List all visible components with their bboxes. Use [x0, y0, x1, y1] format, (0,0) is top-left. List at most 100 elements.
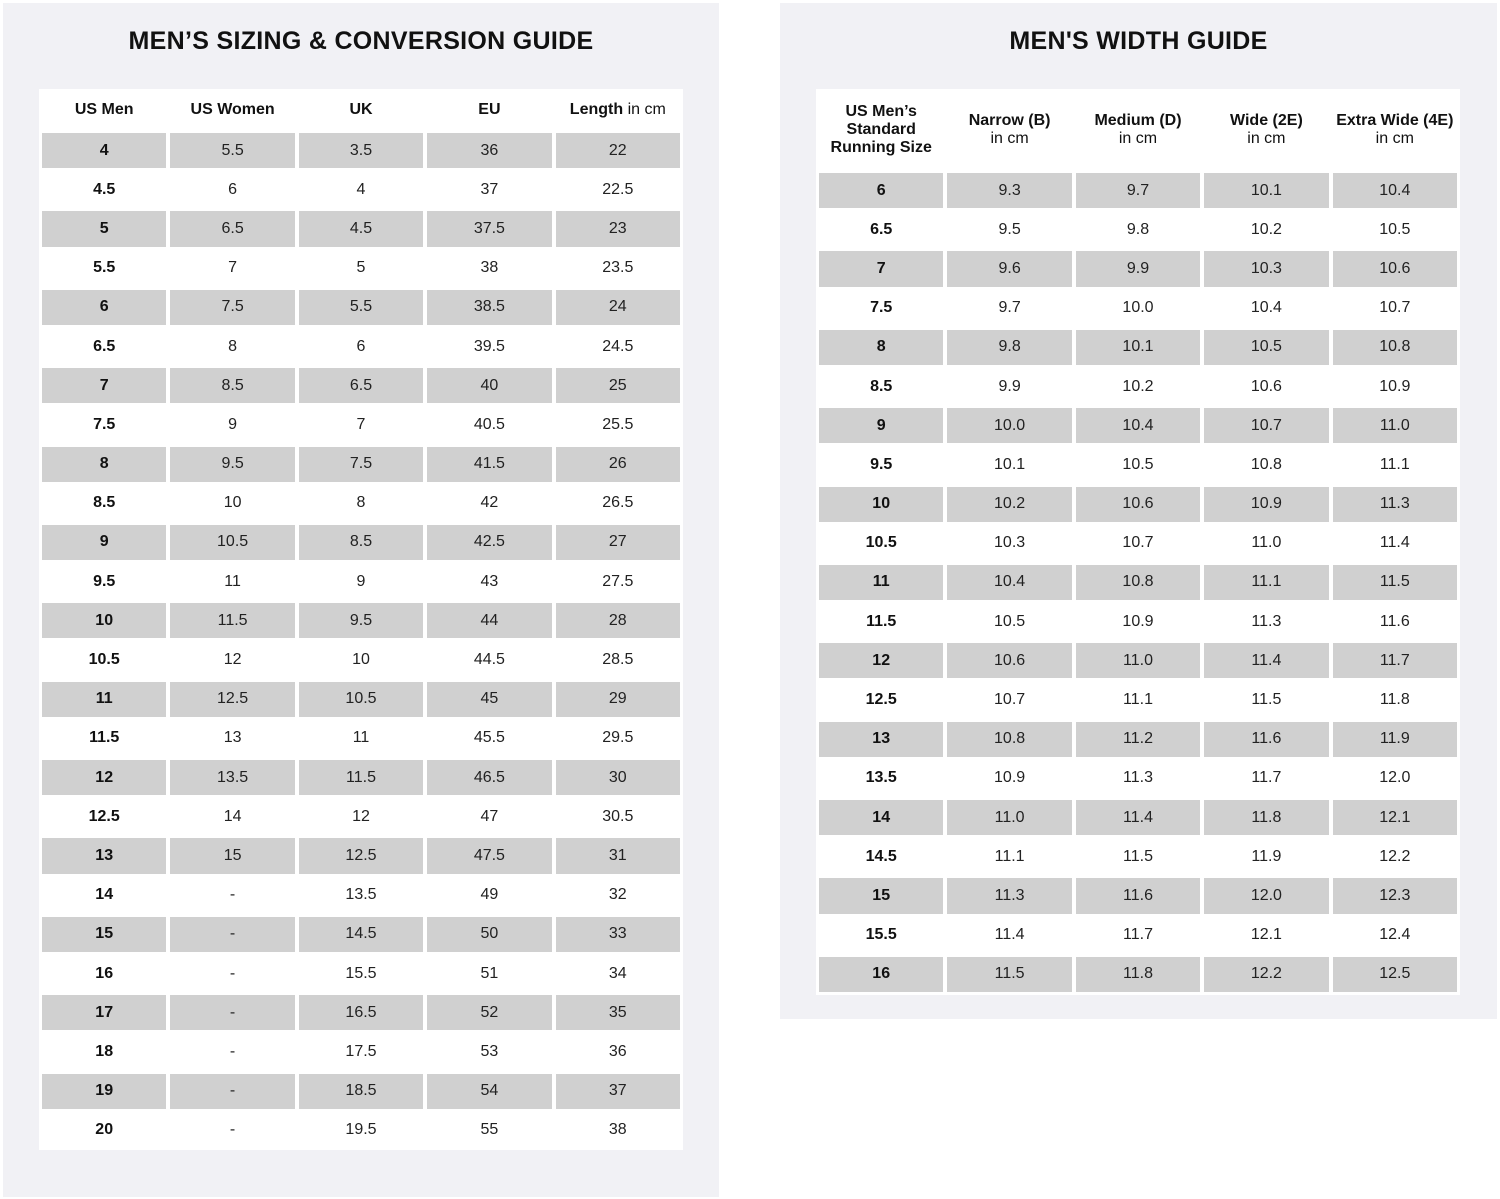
table-cell: 10.7: [1204, 408, 1329, 444]
table-cell: 11: [819, 564, 944, 601]
table-cell: 10.9: [994, 769, 1026, 787]
table-cell: 7: [356, 415, 366, 433]
table-cell: 11.6: [1075, 878, 1201, 914]
column-header: Wide (2E) in cm: [1204, 112, 1328, 148]
table-cell: -: [229, 1042, 236, 1060]
table-cell: 11.5: [1332, 564, 1457, 601]
column-header: Narrow (B) in cm: [947, 112, 1071, 148]
table-cell: 11.8: [1204, 800, 1329, 836]
table-cell: 37: [555, 1073, 680, 1109]
table-cell: -: [170, 995, 295, 1031]
table-row: 9 10.5 8.5 42.5 27: [42, 523, 680, 562]
table-cell: 11.4: [1379, 534, 1410, 552]
table-cell: 10.9: [1379, 377, 1411, 395]
table-row: 13.5 10.9 11.3 11.7 12.0: [819, 759, 1457, 798]
table-cell: 23: [555, 211, 680, 247]
table-cell: 10.3: [994, 534, 1026, 552]
table-cell: 12.5: [298, 838, 424, 874]
table-row: 13 15 12.5 47.5 31: [42, 836, 680, 875]
table-cell: 15: [819, 878, 944, 914]
table-cell: 44.5: [473, 651, 505, 669]
table-cell: 7.5: [170, 289, 295, 325]
table-cell: 10.4: [947, 564, 1072, 601]
table-row: 9 10.0 10.4 10.7 11.0: [819, 406, 1457, 445]
table-row: 12.5 14 12 47 30.5: [42, 797, 680, 836]
table-cell: 11.5: [170, 603, 295, 639]
table-cell: 11.8: [1379, 691, 1410, 709]
table-cell: 40.5: [473, 415, 505, 433]
table-cell: 14.5: [298, 916, 424, 952]
table-row: 15 11.3 11.6 12.0 12.3: [819, 876, 1457, 915]
table-cell: 11.1: [1379, 455, 1410, 473]
column-header: US Men: [42, 101, 166, 119]
table-cell: 10.9: [1204, 486, 1329, 522]
table-cell: 15: [170, 838, 295, 874]
table-cell: 11.3: [1251, 612, 1282, 630]
table-cell: 7.5: [298, 446, 424, 482]
table-cell: 50: [427, 916, 552, 952]
table-cell: 9.9: [1075, 251, 1201, 287]
table-cell: 13: [819, 721, 944, 757]
table-cell: 12.0: [1204, 878, 1329, 914]
table-cell: 12.1: [1332, 800, 1457, 836]
table-cell: 31: [555, 838, 680, 874]
header-label: Extra Wide (4E): [1336, 112, 1454, 129]
header-label: Narrow (B): [968, 112, 1051, 129]
header-unit: in cm: [1375, 130, 1414, 147]
table-cell: 5: [356, 259, 366, 277]
column-header: UK: [299, 101, 423, 119]
table-row: 19-18.5 54 37: [42, 1072, 680, 1111]
table-cell: 7: [819, 251, 944, 287]
sizing-guide-title: MEN’S SIZING & CONVERSION GUIDE: [128, 27, 594, 55]
table-row: 6.5 8 6 39.5 24.5: [42, 327, 680, 366]
table-cell: 52: [427, 995, 552, 1031]
table-cell: 11.6: [1379, 612, 1410, 630]
table-cell: 44: [427, 603, 552, 639]
column-header: Length in cm: [556, 101, 680, 119]
table-cell: 11: [352, 729, 370, 747]
table-row: 14 11.0 11.4 11.8 12.1: [819, 798, 1457, 837]
table-row: 8.5 10 8 42 26.5: [42, 484, 680, 523]
table-cell: 4.5: [298, 211, 424, 247]
table-cell: 27.5: [602, 572, 634, 590]
table-cell: 4.5: [93, 180, 116, 198]
table-row: 4.5 6 4 37 22.5: [42, 170, 680, 209]
table-row: 15.5 11.4 11.7 12.1 12.4: [819, 916, 1457, 955]
table-cell: 11.0: [947, 800, 1072, 836]
table-cell: 16: [819, 956, 944, 992]
table-cell: 7.5: [93, 415, 116, 433]
header-label: Medium (D): [1094, 112, 1182, 129]
table-cell: 14: [95, 886, 114, 904]
table-cell: 10.8: [947, 721, 1072, 757]
table-cell: 12.5: [865, 691, 897, 709]
table-row: 17-16.5 52 35: [42, 993, 680, 1032]
table-cell: 14: [223, 807, 242, 825]
table-cell: 20: [95, 1121, 114, 1139]
table-cell: 10.2: [1122, 377, 1154, 395]
table-cell: 8: [42, 446, 167, 482]
table-cell: 9.9: [998, 377, 1021, 395]
table-cell: 14: [819, 800, 944, 836]
table-row: 16 11.5 11.8 12.2 12.5: [819, 955, 1457, 994]
table-cell: 4: [42, 133, 167, 169]
table-cell: 46.5: [427, 760, 552, 796]
table-cell: 12: [352, 807, 370, 825]
table-cell: 29.5: [602, 729, 634, 747]
table-cell: 10.8: [1332, 329, 1457, 365]
table-cell: 10.5: [88, 651, 120, 669]
table-cell: 34: [608, 964, 627, 982]
table-cell: 25: [555, 368, 680, 404]
table-cell: 53: [480, 1042, 499, 1060]
table-cell: 12.1: [1250, 926, 1282, 944]
header-label: US Women: [190, 101, 275, 118]
table-cell: -: [170, 1073, 295, 1109]
table-row: 13 10.8 11.2 11.6 11.9: [819, 720, 1457, 759]
table-cell: 12.2: [1204, 956, 1329, 992]
table-cell: 10.6: [1332, 251, 1457, 287]
table-cell: 9: [356, 572, 366, 590]
table-cell: 9.8: [947, 329, 1072, 365]
table-cell: -: [170, 916, 295, 952]
table-cell: 11.1: [994, 847, 1025, 865]
table-cell: 13.5: [170, 760, 295, 796]
table-cell: 9.5: [998, 220, 1021, 238]
